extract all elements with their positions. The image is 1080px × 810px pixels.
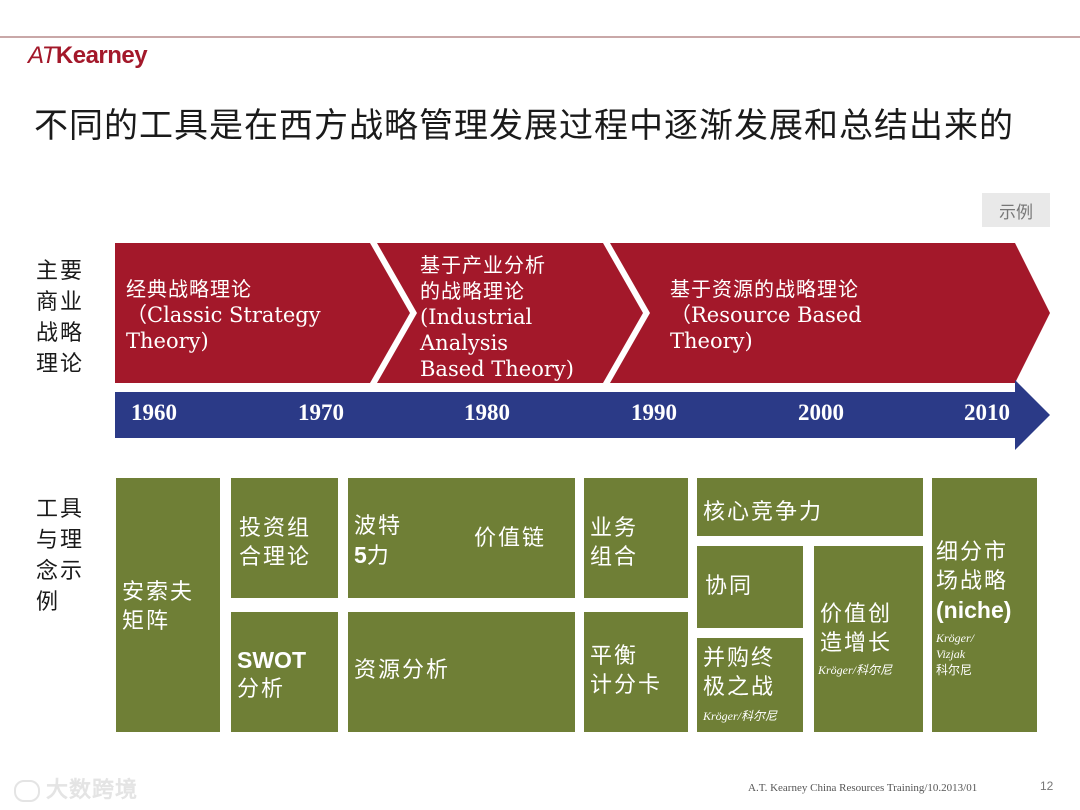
example-tag: 示例 — [982, 193, 1050, 227]
theory-band-resource — [610, 243, 1050, 383]
tool-porter-five-forces-value-chain: 波特 5力 价值链 — [348, 478, 575, 598]
year-2000: 2000 — [798, 400, 844, 425]
page-number: 12 — [1040, 779, 1054, 793]
theory-industrial: 基于产业分析 的战略理论 (Industrial Analysis Based … — [420, 253, 574, 381]
side-label-theories: 主要 商业 战略 理论 — [36, 259, 85, 377]
year-1980: 1980 — [464, 400, 510, 425]
tool-value-creation-growth: 价值创 造增长 Kröger/科尔尼 — [814, 546, 923, 732]
porter-five-forces-label: 波特 5力 — [354, 514, 403, 569]
watermark: 大数跨境 — [14, 772, 138, 804]
tool-ansoff-matrix: 安索夫 矩阵 — [116, 478, 220, 732]
top-rule — [0, 36, 1080, 38]
side-label-tools: 工具 与理 念示例 — [36, 497, 85, 615]
tool-merger-endgame: 并购终 极之战 Kröger/科尔尼 — [697, 638, 803, 732]
theory-band-industrial — [377, 243, 643, 383]
theory-band-classic — [115, 243, 410, 383]
theory-classic: 经典战略理论 （Classic Strategy Theory) — [126, 277, 321, 353]
theory-timeline-graphic — [115, 243, 1050, 450]
year-2010: 2010 — [964, 400, 1010, 425]
page-title: 不同的工具是在西方战略管理发展过程中逐渐发展和总结出来的 — [34, 106, 1014, 146]
value-chain-label: 价值链 — [474, 526, 547, 551]
theory-resource: 基于资源的战略理论 （Resource Based Theory) — [670, 277, 862, 353]
watermark-icon — [14, 780, 40, 802]
tool-swot-analysis: SWOT 分析 — [231, 612, 338, 732]
tool-core-competence: 核心竞争力 — [697, 478, 923, 536]
atkearney-logo: ATKearney — [28, 42, 148, 69]
year-1990: 1990 — [631, 400, 677, 425]
tool-balanced-scorecard: 平衡 计分卡 — [584, 612, 688, 732]
footer-source: A.T. Kearney China Resources Training/10… — [748, 782, 978, 794]
year-1970: 1970 — [298, 400, 344, 425]
timeline-arrow — [115, 380, 1050, 450]
year-1960: 1960 — [131, 400, 177, 425]
tool-resource-analysis: 资源分析 — [348, 612, 575, 732]
tool-synergy: 协同 — [697, 546, 803, 628]
tool-business-portfolio: 业务 组合 — [584, 478, 688, 598]
tool-niche-strategy: 细分市 场战略 (niche) Kröger/ Vizjak 科尔尼 — [932, 478, 1037, 732]
tool-portfolio-theory: 投资组 合理论 — [231, 478, 338, 598]
